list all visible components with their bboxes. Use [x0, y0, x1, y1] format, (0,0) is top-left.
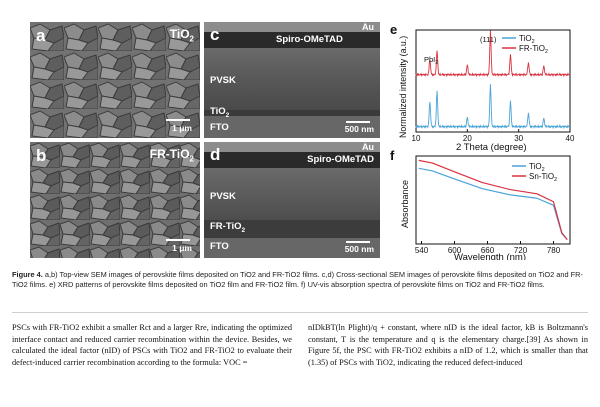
- panel-label-b: b: [36, 146, 47, 165]
- xrd-plot: 10 20 30 40 e Normalized intensity (a.u.) 2…: [390, 22, 575, 153]
- fto-layer-c: [204, 116, 380, 138]
- uvvis-xtick-label: 540: [415, 246, 429, 255]
- body-column-left: PSCs with FR-TiO2 exhibit a smaller Rct …: [12, 322, 292, 369]
- pvsk-layer-c: [204, 48, 380, 110]
- panel-label-a: a: [36, 26, 46, 45]
- sem-panel-b: b FR-TiO2 1 μm: [30, 142, 200, 258]
- uv-legend-sntio2: Sn-TiO2: [529, 172, 557, 183]
- spiro-layer-c: [204, 32, 380, 48]
- panel-b-tag: FR-TiO2: [149, 147, 194, 164]
- sem-panel-a: a TiO2 1 μm: [30, 22, 200, 138]
- uvvis-xtick-label: 780: [547, 246, 561, 255]
- xrd-chart: 10 20 30 40 e Normalized intensity (a.u.) 2…: [384, 18, 580, 153]
- body-paragraph-right: nIDkBT(ln Plight)/q + constant, where nI…: [308, 323, 588, 368]
- uvvis-ylabel: Absorbance: [400, 180, 410, 228]
- figure-number: Figure 4.: [12, 270, 43, 279]
- spiro-label-c: Spiro-OMeTAD: [276, 34, 343, 45]
- scale-bar-d: [346, 241, 370, 243]
- caption-text: a,b) Top-view SEM images of perovskite f…: [12, 270, 583, 289]
- au-label-c: Au: [362, 22, 374, 32]
- au-label-d: Au: [362, 142, 374, 152]
- fto-layer-d: [204, 238, 380, 258]
- xrd-plot-frame: [415, 29, 571, 133]
- etl-label-d: FR-TiO2: [210, 221, 246, 234]
- sem-panel-d: d Au Spiro-OMeTAD PVSK FR-TiO2 FTO 500 n…: [204, 142, 380, 258]
- panel-a-tag: TiO2: [169, 27, 194, 44]
- uvvis-legend: TiO2 Sn-TiO2: [512, 162, 557, 183]
- panel-label-c: c: [210, 25, 220, 44]
- xrd-series-tio2: [415, 84, 570, 130]
- scale-label-d: 500 nm: [344, 244, 374, 254]
- uvvis-xlabel: Wavelength (nm): [454, 252, 526, 260]
- uvvis-xtick-label: 660: [481, 246, 495, 255]
- uvvis-series-sntio2: [418, 159, 568, 240]
- uv-legend-tio2: TiO2: [529, 162, 545, 173]
- au-layer-c: [204, 22, 380, 32]
- scale-bar-b: [166, 239, 190, 241]
- xrd-peak-111: (111): [480, 35, 497, 44]
- xrd-legend-frtio2: FR-TiO2: [519, 44, 548, 55]
- uvvis-plot-frame: [415, 155, 571, 245]
- xrd-legend-tio2: TiO2: [519, 34, 535, 45]
- uvvis-plot: 540 600 660 720 780 f Absorbance Wavelength …: [390, 148, 571, 263]
- scale-bar-a: [166, 119, 190, 121]
- sem-texture-b: [30, 142, 200, 258]
- spiro-layer-d: [204, 152, 380, 168]
- scale-label-b: 1 μm: [172, 243, 192, 253]
- xrd-xtick-label: 40: [566, 134, 575, 143]
- panel-label-d: d: [210, 145, 221, 164]
- xrd-xtick-label: 10: [412, 134, 421, 143]
- figure-caption: Figure 4. a,b) Top-view SEM images of pe…: [12, 270, 588, 290]
- xrd-xtick-label: 20: [463, 134, 472, 143]
- etl-layer-d: [204, 220, 380, 238]
- scale-label-a: 1 μm: [172, 123, 192, 133]
- xrd-series-frtio2: [415, 30, 571, 78]
- panel-label-e: e: [390, 22, 397, 37]
- au-layer-d: [204, 142, 380, 152]
- uvvis-xtick-label: 600: [448, 246, 462, 255]
- sem-panel-c: c Au Spiro-OMeTAD PVSK TiO2 FTO 500 nm: [204, 22, 380, 138]
- xrd-ylabel: Normalized intensity (a.u.): [398, 36, 408, 138]
- body-paragraph-left: PSCs with FR-TiO2 exhibit a smaller Rct …: [12, 323, 292, 368]
- xrd-xlabel: 2 Theta (degree): [456, 142, 527, 152]
- pvsk-label-d: PVSK: [210, 191, 236, 202]
- xrd-pbi2-label: PbI2: [424, 55, 438, 66]
- etl-label-c: TiO2: [210, 106, 230, 119]
- fto-label-d: FTO: [210, 241, 229, 252]
- etl-layer-c: [204, 110, 380, 116]
- xrd-legend: TiO2 FR-TiO2: [502, 34, 548, 55]
- body-column-right: nIDkBT(ln Plight)/q + constant, where nI…: [308, 322, 588, 369]
- pvsk-layer-d: [204, 168, 380, 220]
- scale-bar-c: [346, 121, 370, 123]
- fto-label-c: FTO: [210, 122, 229, 133]
- scale-label-c: 500 nm: [344, 124, 374, 134]
- panel-label-f: f: [390, 148, 395, 163]
- sem-texture-a: [30, 22, 200, 138]
- xrd-xtick-label: 30: [514, 134, 523, 143]
- caption-divider: [12, 312, 588, 313]
- spiro-label-d: Spiro-OMeTAD: [307, 154, 374, 165]
- pvsk-label-c: PVSK: [210, 75, 236, 86]
- uvvis-xtick-label: 720: [514, 246, 528, 255]
- uvvis-chart: 540 600 660 720 780 f Absorbance Wavelength …: [384, 148, 580, 263]
